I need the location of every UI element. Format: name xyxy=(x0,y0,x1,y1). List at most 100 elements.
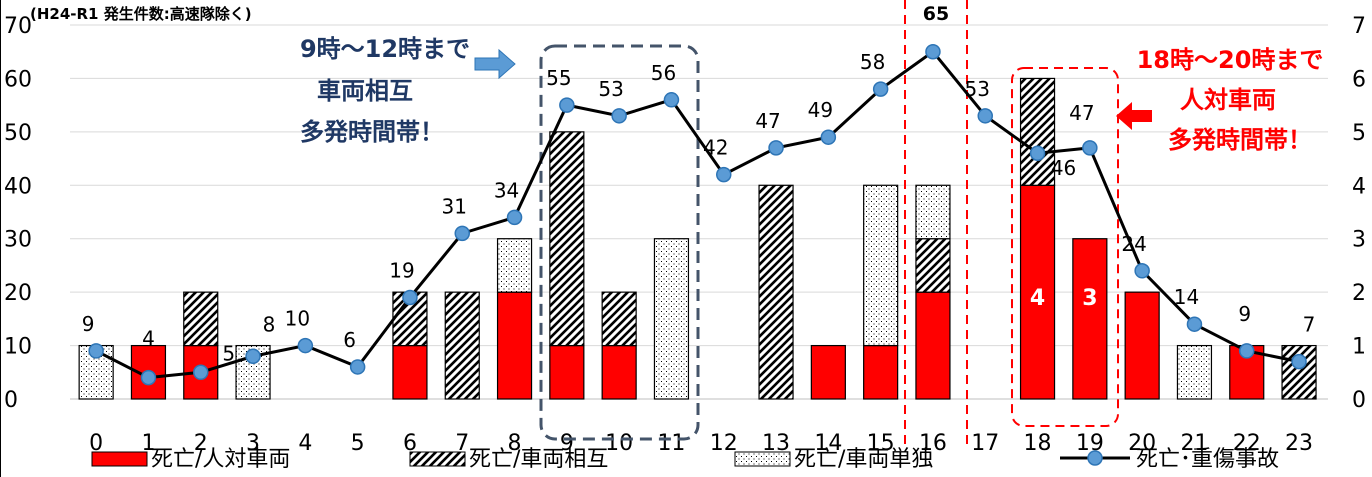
line-point xyxy=(140,369,157,386)
line-point xyxy=(1082,140,1098,156)
line-point xyxy=(349,359,366,375)
x-tick-label: 16 xyxy=(919,431,947,456)
left-tick-label: 10 xyxy=(4,335,32,360)
line-point xyxy=(663,92,680,108)
line-point xyxy=(1239,343,1255,359)
line-point xyxy=(925,43,941,60)
line-value-label: 6 xyxy=(343,328,356,352)
bar-segment xyxy=(810,344,846,400)
right-tick-label: 1 xyxy=(1352,335,1366,360)
line-point xyxy=(297,337,314,354)
legend-swatch xyxy=(91,451,148,467)
legend-swatch xyxy=(409,451,466,467)
chart-subtitle: (H24-R1 発生件数:高速隊除く) xyxy=(30,5,252,23)
line-value-label: 9 xyxy=(82,312,95,336)
right-tick-label: 6 xyxy=(1352,67,1366,92)
left-annotation-line: 車両相互 xyxy=(317,77,413,105)
line-value-label: 31 xyxy=(442,194,467,218)
line-point xyxy=(1029,145,1046,161)
line-path xyxy=(95,49,1300,380)
left-annotation-arrow xyxy=(474,48,516,80)
right-annotation-line: 多発時間帯！ xyxy=(1168,126,1312,154)
x-tick-label: 22 xyxy=(1233,431,1261,456)
line-value-label: 4 xyxy=(142,327,155,351)
x-tick-label: 23 xyxy=(1285,431,1313,456)
x-tick-label: 15 xyxy=(867,431,895,456)
line-value-label: 7 xyxy=(1303,313,1316,337)
legend-swatch xyxy=(734,451,791,467)
line-value-label: 47 xyxy=(1069,101,1094,125)
bar-segment xyxy=(392,344,428,400)
x-tick-label: 18 xyxy=(1024,431,1052,456)
bar-segment xyxy=(863,184,899,347)
line-value-label: 34 xyxy=(494,178,519,202)
bar-segment xyxy=(549,131,585,347)
bar-segment xyxy=(1124,291,1160,400)
right-highlight-box xyxy=(1011,67,1119,427)
bar-segment xyxy=(601,344,637,400)
bar-segment xyxy=(444,291,480,400)
bar-segment xyxy=(653,238,690,400)
line-point xyxy=(88,343,104,359)
line-point xyxy=(977,108,993,124)
line-value-label: 5 xyxy=(222,341,235,365)
line-point xyxy=(611,108,627,124)
bar-segment xyxy=(1072,238,1108,400)
right-tick-label: 7 xyxy=(1352,14,1366,39)
x-tick-label: 10 xyxy=(605,431,633,456)
line-value-label: 9 xyxy=(1238,302,1251,326)
highlight-boxes xyxy=(539,0,1119,445)
x-tick-label: 9 xyxy=(560,431,574,456)
line-point xyxy=(506,209,523,226)
line-point xyxy=(193,364,209,381)
x-tick-label: 1 xyxy=(141,431,155,456)
x-tick-label: 3 xyxy=(246,431,260,456)
bar-segment xyxy=(496,291,533,400)
line-point xyxy=(1186,316,1203,332)
bar-segment xyxy=(549,344,585,400)
bar-segment xyxy=(1176,344,1213,400)
x-tick-label: 0 xyxy=(89,431,103,456)
left-tick-label: 0 xyxy=(4,388,18,413)
bar-segment xyxy=(183,291,219,347)
line-value-label: 46 xyxy=(1051,156,1076,180)
line-value-label: 53 xyxy=(965,77,990,101)
line-point xyxy=(454,225,470,242)
x-tick-label: 20 xyxy=(1128,431,1156,456)
bar-segment xyxy=(863,344,899,400)
bars xyxy=(78,77,1317,400)
x-tick-label: 11 xyxy=(657,431,685,456)
legend-label: 死亡/人対車両 xyxy=(151,447,290,472)
line-value-label: 47 xyxy=(755,109,780,133)
right-annotation-line: 人対車両 xyxy=(1180,86,1276,114)
bar-segment xyxy=(758,184,794,400)
left-tick-label: 20 xyxy=(4,281,32,306)
line-point xyxy=(402,289,418,306)
line-point xyxy=(768,140,784,156)
bar-segment xyxy=(915,291,951,400)
right-tick-label: 5 xyxy=(1352,121,1366,146)
bar-segment xyxy=(601,291,637,347)
left-tick-label: 70 xyxy=(4,14,32,39)
left-tick-label: 40 xyxy=(4,174,32,199)
bar-segment xyxy=(915,184,951,240)
legend: 死亡/人対車両 死亡/車両相互 死亡/車両単独 死亡･重傷事故 xyxy=(91,447,1279,472)
x-tick-label: 5 xyxy=(351,431,365,456)
left-highlight-box xyxy=(539,44,700,441)
line-point xyxy=(872,81,889,97)
line-point xyxy=(245,348,261,365)
bar-data-label: 3 xyxy=(1082,286,1097,311)
right-tick-label: 0 xyxy=(1352,388,1366,413)
line-value-label: 49 xyxy=(808,98,833,122)
x-tick-label: 2 xyxy=(194,431,208,456)
x-tick-label: 8 xyxy=(508,431,522,456)
peak-value-label: 65 xyxy=(923,3,949,25)
x-tick-label: 4 xyxy=(298,431,312,456)
left-annotation-line: 多発時間帯！ xyxy=(300,118,444,146)
bar-segment xyxy=(496,238,533,293)
line-value-label: 42 xyxy=(703,136,728,160)
x-tick-label: 17 xyxy=(971,431,999,456)
